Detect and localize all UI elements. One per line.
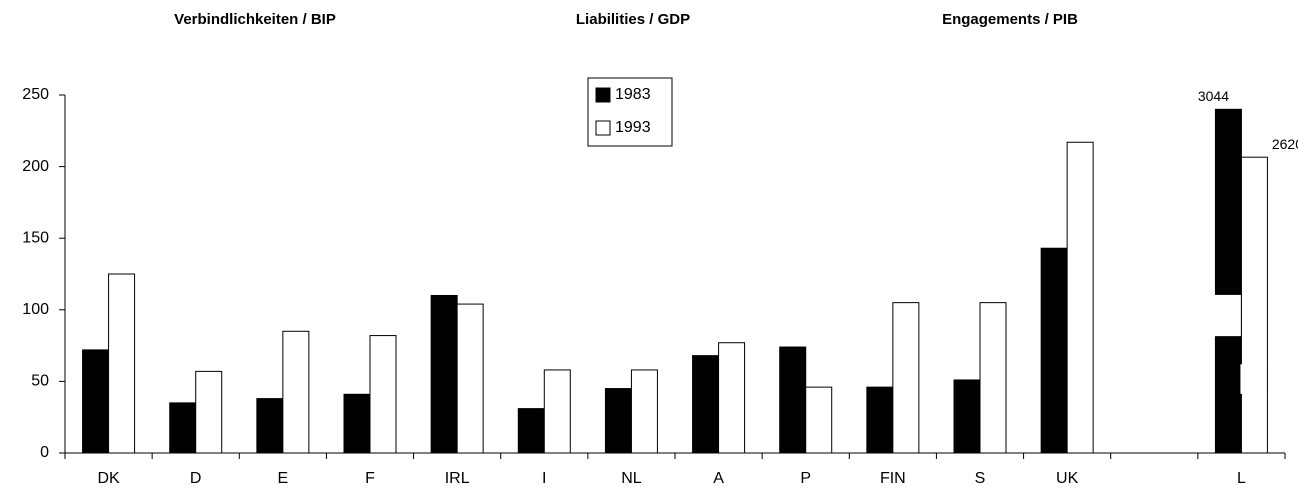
bar <box>866 386 894 454</box>
axis-break <box>1240 364 1269 394</box>
bar <box>718 342 746 454</box>
x-tick-label: DK <box>97 470 120 487</box>
bar <box>979 302 1007 454</box>
chart-title: Liabilities / GDP <box>576 11 690 28</box>
bar <box>369 335 397 454</box>
bar <box>892 302 920 454</box>
legend-label: 1993 <box>615 119 651 136</box>
bar <box>604 388 632 454</box>
bar <box>630 369 658 454</box>
legend-swatch <box>595 120 611 136</box>
bar <box>1040 247 1068 454</box>
y-tick-label: 50 <box>31 373 49 390</box>
bar <box>517 408 545 454</box>
x-tick-label: FIN <box>880 470 906 487</box>
bar <box>1214 108 1242 454</box>
bar <box>805 386 833 454</box>
x-tick-label: A <box>713 470 724 487</box>
y-tick-label: 150 <box>22 229 49 246</box>
bar <box>1240 156 1268 454</box>
x-tick-label: NL <box>621 470 642 487</box>
bar <box>692 355 720 454</box>
y-tick-label: 0 <box>40 444 49 461</box>
x-tick-label: E <box>278 470 289 487</box>
x-tick-label: D <box>190 470 202 487</box>
x-tick-label: S <box>975 470 986 487</box>
x-tick-label: F <box>365 470 375 487</box>
chart-title: Engagements / PIB <box>942 11 1078 28</box>
data-label: 3044 <box>1198 88 1229 104</box>
y-tick-label: 250 <box>22 86 49 103</box>
x-tick-label: P <box>800 470 811 487</box>
bar <box>82 349 110 454</box>
bar <box>282 330 310 454</box>
legend-label: 1983 <box>615 86 651 103</box>
x-tick-label: UK <box>1056 470 1079 487</box>
axis-break <box>1214 294 1243 337</box>
bar <box>1066 141 1094 454</box>
bar <box>169 402 197 454</box>
bar <box>430 294 458 454</box>
bar <box>543 369 571 454</box>
legend-swatch <box>595 87 611 103</box>
bar <box>953 379 981 454</box>
x-tick-label: I <box>542 470 546 487</box>
bar <box>256 398 284 454</box>
bar <box>779 346 807 454</box>
chart-title: Verbindlichkeiten / BIP <box>174 11 336 28</box>
x-tick-label: IRL <box>445 470 470 487</box>
bar <box>195 370 223 454</box>
bar <box>108 273 136 454</box>
bar <box>343 393 371 454</box>
data-label: 2620 <box>1272 136 1298 152</box>
bar <box>456 303 484 454</box>
y-tick-label: 100 <box>22 301 49 318</box>
y-tick-label: 200 <box>22 158 49 175</box>
x-tick-label: L <box>1237 470 1246 487</box>
